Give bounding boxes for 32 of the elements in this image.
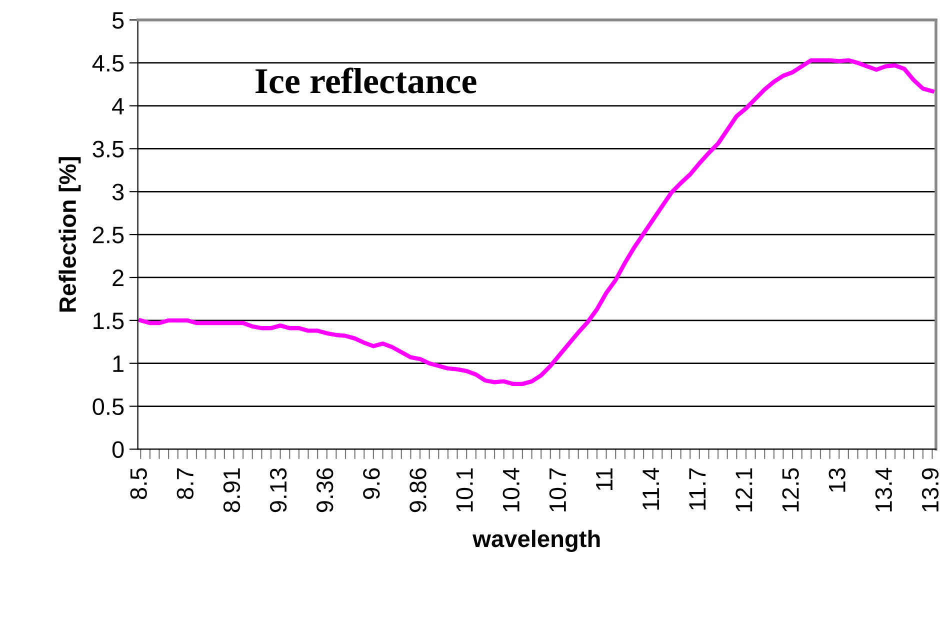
- y-tick-label: 3.5: [92, 140, 124, 158]
- x-tick-label: 9.86: [410, 468, 426, 512]
- y-tick-label: 1: [113, 356, 124, 372]
- x-tick-label: 12.1: [736, 468, 752, 512]
- x-tick-label: 9.6: [363, 468, 380, 499]
- x-tick-label: 8.7: [176, 468, 194, 500]
- y-tick-label: 0: [112, 441, 124, 458]
- x-tick-label: 9.13: [270, 468, 287, 512]
- x-tick-label: 13.4: [875, 468, 892, 512]
- x-tick-label: 9.36: [316, 468, 334, 512]
- x-tick-label: 11.4: [642, 468, 659, 510]
- x-tick-label: 10.4: [502, 468, 520, 512]
- x-tick-label: 12.5: [782, 468, 799, 512]
- y-tick-label: 2: [112, 270, 124, 286]
- y-tick-label: 0.5: [92, 398, 124, 416]
- y-tick-label: 1.5: [94, 312, 124, 330]
- x-tick-label: 11.7: [689, 468, 706, 510]
- y-axis-title: Reflection [%]: [58, 157, 81, 312]
- y-tick-label: 2.5: [93, 226, 124, 244]
- x-tick-label: 10.7: [549, 468, 566, 512]
- x-tick-label: 10.1: [456, 468, 473, 512]
- x-axis-title: wavelength: [472, 530, 600, 552]
- x-tick-label: 8.91: [223, 468, 240, 512]
- x-tick-label: 8.5: [130, 468, 147, 500]
- y-tick-label: 5: [112, 12, 124, 29]
- x-tick-label: 13: [828, 468, 846, 492]
- x-tick-label: 11: [596, 468, 612, 490]
- y-tick-label: 4.5: [92, 55, 124, 72]
- y-tick-label: 3: [112, 184, 124, 200]
- x-tick-label: 13.9: [922, 468, 939, 512]
- text: Ice reflectance: [256, 68, 476, 94]
- y-tick-label: 4: [112, 98, 124, 114]
